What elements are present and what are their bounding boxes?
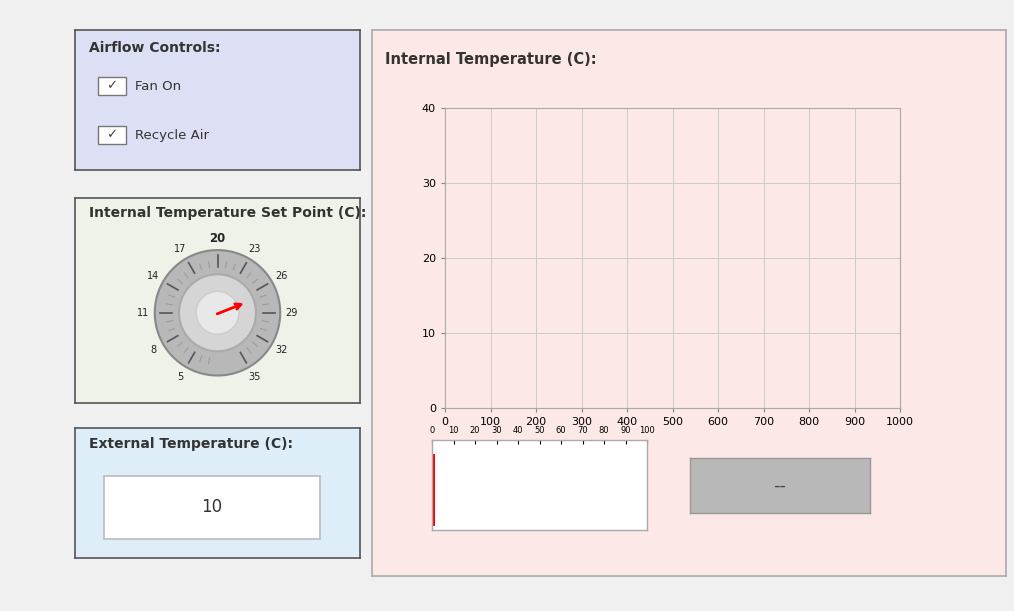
- Text: 11: 11: [137, 308, 150, 318]
- Text: Internal Temperature Set Point (C):: Internal Temperature Set Point (C):: [89, 206, 367, 220]
- Text: 29: 29: [285, 308, 298, 318]
- FancyBboxPatch shape: [103, 476, 320, 538]
- Text: 17: 17: [174, 244, 187, 254]
- Text: 5: 5: [177, 372, 184, 382]
- Text: Recycle Air: Recycle Air: [135, 128, 209, 142]
- Text: ✓: ✓: [106, 79, 118, 92]
- Text: Fan On: Fan On: [135, 79, 180, 92]
- FancyBboxPatch shape: [97, 126, 127, 144]
- Text: Airflow Controls:: Airflow Controls:: [89, 41, 221, 55]
- Text: 20: 20: [209, 232, 226, 245]
- Text: 23: 23: [248, 244, 261, 254]
- Text: External Temperature (C):: External Temperature (C):: [89, 437, 293, 451]
- Text: 14: 14: [147, 271, 159, 281]
- Text: ✓: ✓: [106, 128, 118, 142]
- Polygon shape: [155, 250, 280, 376]
- Text: 26: 26: [276, 271, 288, 281]
- FancyBboxPatch shape: [97, 77, 127, 95]
- Text: 8: 8: [150, 345, 156, 355]
- Text: --: --: [774, 477, 787, 494]
- Text: 35: 35: [248, 372, 261, 382]
- Polygon shape: [196, 291, 239, 334]
- Text: 10: 10: [201, 499, 222, 516]
- Text: Internal Temperature (C):: Internal Temperature (C):: [384, 52, 596, 67]
- Text: 32: 32: [276, 345, 288, 355]
- Polygon shape: [179, 274, 256, 351]
